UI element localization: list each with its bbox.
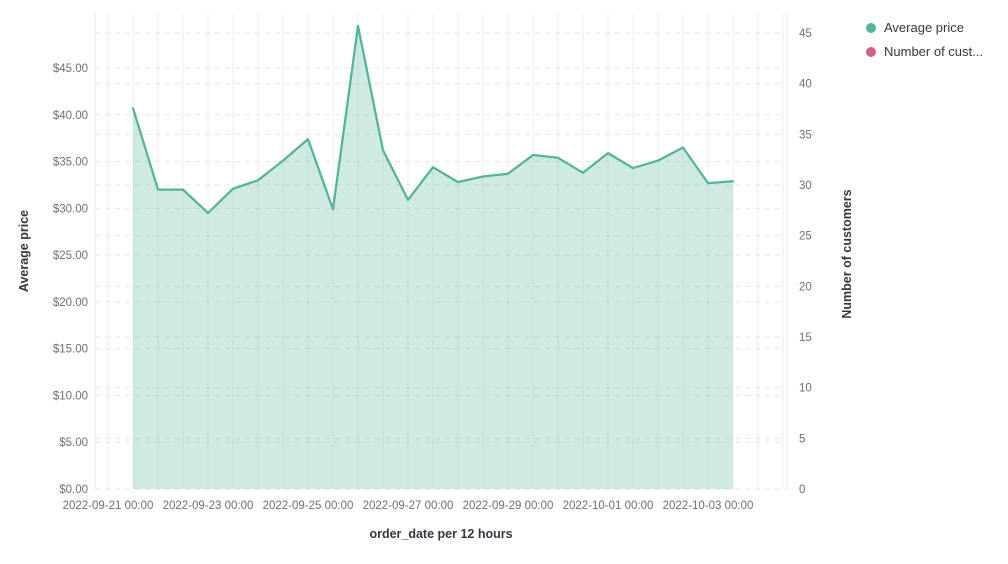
y-left-tick-label: $5.00 [59, 437, 88, 449]
x-tick-label: 2022-09-23 00:00 [163, 500, 254, 512]
price-area-fill [133, 25, 733, 490]
y-left-tick-label: $30.00 [53, 203, 88, 215]
legend: Average price Number of cust... [866, 20, 983, 59]
y-right-tick-label: 10 [799, 383, 812, 395]
y-left-tick-label: $40.00 [53, 110, 88, 122]
legend-label: Average price [884, 20, 964, 35]
x-tick-label: 2022-10-01 00:00 [563, 500, 654, 512]
x-tick-label: 2022-09-27 00:00 [363, 500, 454, 512]
y-left-tick-label: $0.00 [59, 484, 88, 496]
x-tick-label: 2022-09-25 00:00 [263, 500, 354, 512]
y-left-tick-label: $45.00 [53, 63, 88, 75]
y-right-tick-label: 25 [799, 231, 812, 243]
y-left-tick-label: $15.00 [53, 344, 88, 356]
y-right-tick-label: 20 [799, 281, 812, 293]
y-right-tick-label: 40 [799, 79, 812, 91]
legend-label: Number of cust... [884, 44, 983, 59]
y-right-axis-title: Number of customers [840, 189, 854, 319]
y-left-tick-label: $35.00 [53, 157, 88, 169]
y-left-tick-label: $10.00 [53, 390, 88, 402]
y-right-tick-label: 5 [799, 433, 805, 445]
y-right-tick-label: 30 [799, 180, 812, 192]
price-line-series [131, 24, 735, 215]
x-tick-label: 2022-09-29 00:00 [463, 500, 554, 512]
y-left-axis-title: Average price [17, 209, 31, 293]
x-tick-label: 2022-09-21 00:00 [63, 500, 154, 512]
legend-dot-0 [866, 22, 876, 33]
x-axis-title: order_date per 12 hours [369, 527, 513, 541]
x-tick-label: 2022-10-03 00:00 [663, 500, 754, 512]
y-right-tick-label: 35 [799, 129, 812, 141]
y-left-tick-label: $25.00 [53, 250, 88, 262]
legend-item-average-price[interactable]: Average price [866, 20, 983, 35]
y-right-tick-label: 45 [799, 28, 812, 40]
legend-dot-1 [866, 46, 876, 57]
y-left-tick-label: $20.00 [53, 297, 88, 309]
legend-item-number-of-customers[interactable]: Number of cust... [866, 44, 983, 59]
y-right-tick-label: 0 [799, 484, 805, 496]
y-right-tick-label: 15 [799, 332, 812, 344]
